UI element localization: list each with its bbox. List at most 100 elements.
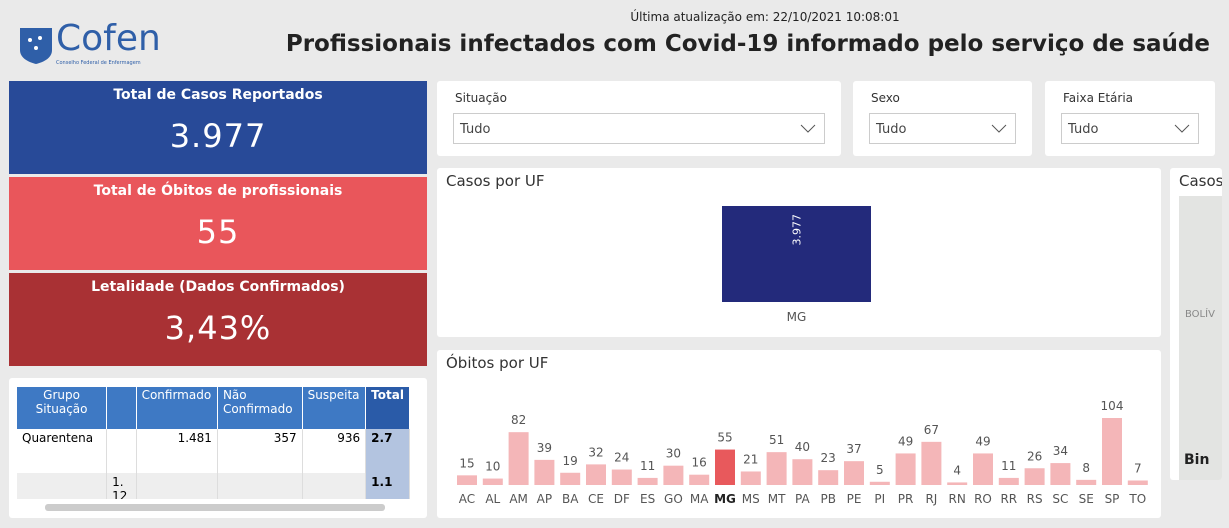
bar xyxy=(637,477,658,485)
bar-label: 3.977 xyxy=(791,214,804,246)
bar xyxy=(921,441,942,485)
cell xyxy=(106,429,137,473)
dropdown[interactable]: Tudo xyxy=(453,113,825,144)
dropdown[interactable]: Tudo xyxy=(869,113,1016,144)
kpi-card: Total de Casos Reportados 3.977 xyxy=(9,81,427,174)
chevron xyxy=(991,124,1007,133)
x-tick-label: MT xyxy=(768,492,786,506)
value-label: 21 xyxy=(743,452,758,466)
cell: 1.481 xyxy=(136,429,218,473)
value-label: 49 xyxy=(898,434,913,448)
x-tick-label: SC xyxy=(1052,492,1068,506)
x-tick-label: ES xyxy=(640,492,655,506)
cell: 2.7 xyxy=(365,429,410,473)
value-label: 8 xyxy=(1082,461,1090,475)
col-header[interactable]: Suspeita xyxy=(302,387,367,429)
value-label: 37 xyxy=(846,442,861,456)
cell: Quarentena xyxy=(17,429,108,473)
x-tick-label: MS xyxy=(742,492,760,506)
map[interactable] xyxy=(1179,196,1222,480)
value-label: 32 xyxy=(588,445,603,459)
col-header[interactable]: Confirmado xyxy=(136,387,218,429)
x-tick-label: SP xyxy=(1105,492,1120,506)
dropdown[interactable]: Tudo xyxy=(1061,113,1199,144)
x-tick-label: PI xyxy=(874,492,885,506)
page-title: Profissionais infectados com Covid-19 in… xyxy=(285,31,1210,57)
filter-label: Faixa Etária xyxy=(1063,91,1134,105)
bar xyxy=(844,461,864,485)
x-tick-label: AC xyxy=(459,492,475,506)
x-tick-label: BA xyxy=(562,492,579,506)
x-tick-label: RN xyxy=(949,492,966,506)
map-label: BOLÍV xyxy=(1185,309,1215,320)
value-label: 11 xyxy=(640,459,655,473)
cell xyxy=(17,473,108,499)
x-tick-label: PA xyxy=(795,492,810,506)
filter: Situação Tudo xyxy=(437,81,841,156)
value-label: 39 xyxy=(537,441,552,455)
value-label: 10 xyxy=(485,460,500,474)
x-tick-label: RS xyxy=(1027,492,1043,506)
value-label: 23 xyxy=(821,451,836,465)
x-tick-label: PR xyxy=(898,492,914,506)
bar xyxy=(895,453,916,485)
x-tick-label: AP xyxy=(537,492,552,506)
cell: 1.1 xyxy=(365,473,410,499)
cell xyxy=(136,473,218,499)
chart-obitos: Óbitos por UF 15 AC 10 AL 82 AM 39 AP 19 BA 32 CE 24 D… xyxy=(437,350,1161,518)
cell: 936 xyxy=(302,429,367,473)
bar xyxy=(715,449,735,485)
kpi-value: 55 xyxy=(196,213,240,251)
bar xyxy=(534,459,555,485)
value-label: 11 xyxy=(1001,459,1016,473)
bar xyxy=(766,452,787,485)
cell xyxy=(217,473,303,499)
kpi-label: Letalidade (Dados Confirmados) xyxy=(91,279,345,295)
bar xyxy=(792,459,813,485)
x-tick-label: SE xyxy=(1079,492,1094,506)
value-label: 82 xyxy=(511,413,526,427)
value-label: 7 xyxy=(1134,461,1142,475)
value-label: 51 xyxy=(769,433,784,447)
bar xyxy=(689,474,710,485)
x-tick-label: GO xyxy=(664,492,683,506)
map-title: Casos xyxy=(1179,172,1222,190)
bar xyxy=(663,465,684,485)
x-tick-label: RR xyxy=(1000,492,1017,506)
bar xyxy=(586,464,606,485)
bar xyxy=(1102,418,1122,485)
col-header[interactable]: Não Confirmado xyxy=(217,387,303,429)
x-tick-label: TO xyxy=(1128,492,1146,506)
bing-logo: Bin xyxy=(1184,452,1210,468)
filter: Faixa Etária Tudo xyxy=(1045,81,1215,156)
value-label: 34 xyxy=(1053,444,1068,458)
bar xyxy=(508,432,529,485)
cell: 357 xyxy=(217,429,303,473)
bar xyxy=(722,206,871,302)
value-label: 15 xyxy=(459,456,474,470)
logo-subtitle: Conselho Federal de Enfermagem xyxy=(56,60,141,66)
value-label: 40 xyxy=(795,440,810,454)
bar xyxy=(457,475,477,485)
col-header[interactable]: Grupo Situação xyxy=(17,387,108,429)
logo-icon xyxy=(20,28,52,64)
x-tick-label: MG xyxy=(787,310,807,324)
x-tick-label: MG xyxy=(714,492,736,506)
x-tick-label: PB xyxy=(820,492,835,506)
scrollbar[interactable] xyxy=(45,504,385,511)
chevron xyxy=(1174,124,1190,133)
kpi-label: Total de Casos Reportados xyxy=(113,87,323,103)
value-label: 26 xyxy=(1027,449,1042,463)
col-header[interactable]: Total xyxy=(365,387,410,429)
x-tick-label: AL xyxy=(485,492,500,506)
chart-title: Casos por UF xyxy=(446,172,544,190)
kpi-card: Letalidade (Dados Confirmados) 3,43% xyxy=(9,273,427,366)
logo-text: Cofen xyxy=(56,18,161,59)
value-label: 5 xyxy=(876,463,884,477)
bar xyxy=(560,472,581,485)
value-label: 67 xyxy=(924,423,939,437)
x-tick-label: CE xyxy=(588,492,604,506)
x-tick-label: MA xyxy=(690,492,709,506)
bar xyxy=(1024,468,1045,485)
